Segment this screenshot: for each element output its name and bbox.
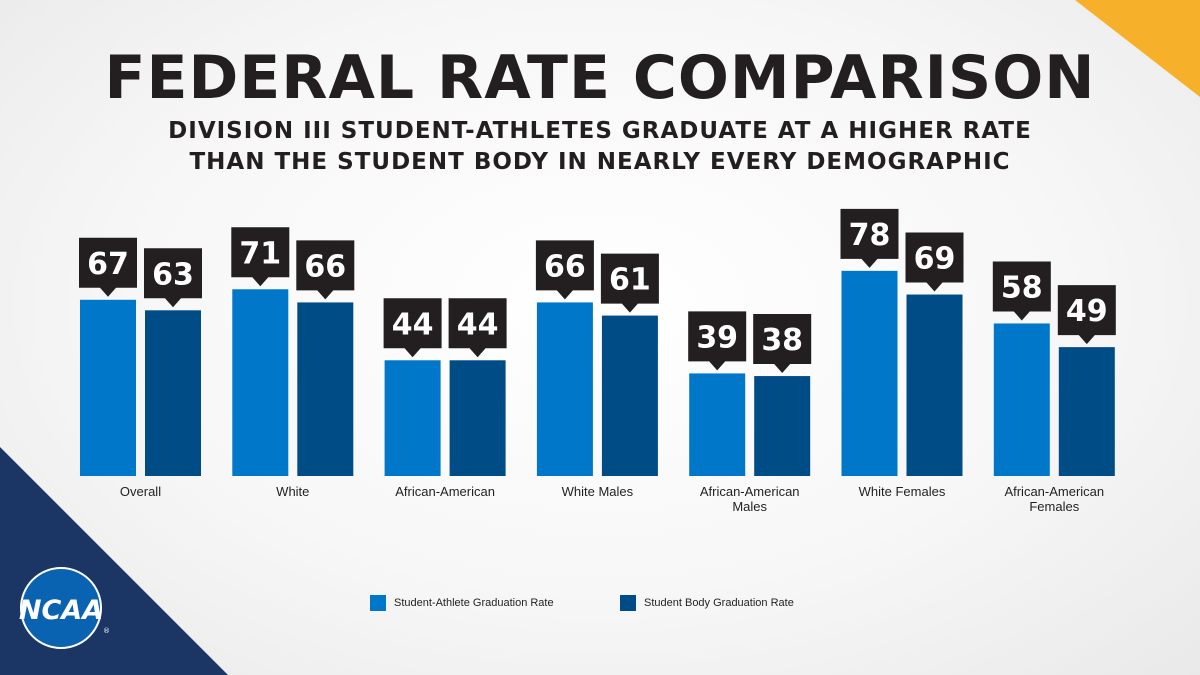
legend-label-student-athlete: Student-Athlete Graduation Rate [394,597,554,609]
bar-student-body [1058,347,1115,476]
bar-student-body [449,360,506,476]
category-label: Females [1029,499,1079,514]
legend-swatch-student-athlete [370,595,386,611]
data-label-box [840,208,899,268]
data-label: 78 [849,218,891,253]
bar-student-athlete [384,360,441,476]
data-label-box [1057,285,1116,345]
data-label: 69 [914,242,956,277]
category-label: Males [732,499,767,514]
subtitle-line-2: THAN THE STUDENT BODY IN NEARLY EVERY DE… [189,149,1011,175]
bar-student-athlete [993,323,1050,476]
data-label-box [296,240,355,300]
data-label-box [535,240,594,300]
category-label: Overall [120,484,161,499]
category-label: African-American [700,484,800,499]
legend-swatch-student-body [620,595,636,611]
bar-student-body [145,310,201,476]
chart-subtitle: DIVISION III STUDENT-ATHLETES GRADUATE A… [0,116,1200,178]
data-label: 44 [457,307,499,342]
category-label: White Males [562,484,634,499]
chart-title: FEDERAL RATE COMPARISON [104,43,1096,113]
category-label: African-American [395,484,495,499]
data-label: 67 [87,247,129,282]
bar-student-athlete [80,299,136,476]
data-label-box [600,253,659,313]
data-label-box [231,227,290,287]
data-label: 58 [1001,270,1043,305]
bar-student-body [601,315,658,476]
legend-item-student-body: Student Body Graduation Rate [620,595,794,611]
category-label: White Females [859,484,946,499]
data-label: 66 [304,249,346,284]
bar-student-body [754,376,811,476]
data-label-box [79,237,137,297]
category-label: African-American [1004,484,1104,499]
bar-student-athlete [689,373,746,476]
bar-student-body [906,294,963,476]
subtitle-line-1: DIVISION III STUDENT-ATHLETES GRADUATE A… [168,118,1032,144]
ncaa-logo-text: NCAA [19,595,103,626]
category-label: White [276,484,309,499]
bar-student-athlete [536,302,593,476]
data-label-box [144,248,202,308]
data-label: 63 [152,257,194,292]
data-label: 39 [696,320,738,355]
bar-student-body [297,302,354,476]
data-label-box [688,311,747,371]
data-label: 66 [544,249,586,284]
ncaa-logo-icon: NCAA ® [19,567,109,649]
data-label: 49 [1066,294,1108,329]
data-label-box [992,261,1051,321]
data-label: 71 [239,236,281,271]
bar-student-athlete [232,289,289,476]
data-label: 44 [392,307,434,342]
data-label-box [448,298,507,358]
legend-item-student-athlete: Student-Athlete Graduation Rate [370,595,554,611]
data-label-box [905,232,964,292]
data-label: 38 [761,323,803,358]
data-label-box [383,298,442,358]
data-label-box [753,314,812,374]
data-label: 61 [609,263,651,298]
registered-mark: ® [103,627,109,635]
bar-student-athlete [841,270,898,476]
legend-label-student-body: Student Body Graduation Rate [644,597,794,609]
